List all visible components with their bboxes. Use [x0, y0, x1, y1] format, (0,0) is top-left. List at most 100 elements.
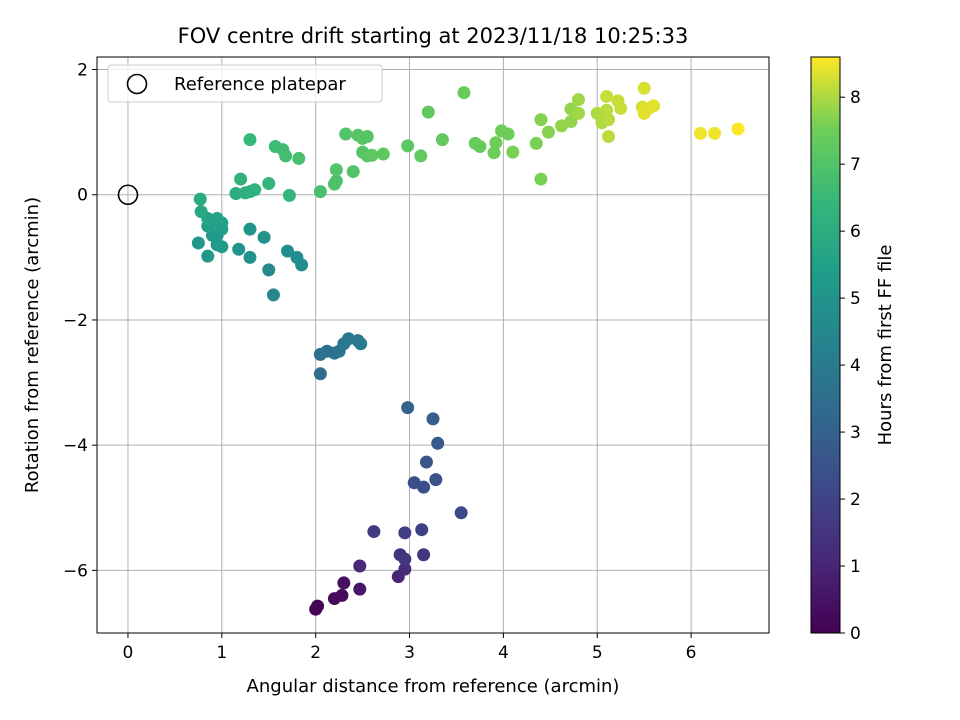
plot-points — [191, 81, 745, 616]
data-point — [337, 576, 351, 590]
x-tick-label: 5 — [592, 643, 603, 663]
legend-marker — [126, 73, 148, 95]
data-point — [529, 136, 543, 150]
data-point — [457, 86, 471, 100]
data-point — [353, 582, 367, 596]
data-point — [426, 412, 440, 426]
data-point — [415, 523, 429, 537]
x-tick-label: 3 — [404, 643, 415, 663]
x-tick-label: 1 — [216, 643, 227, 663]
data-point — [489, 136, 503, 150]
x-tick-label: 4 — [498, 643, 509, 663]
data-point — [191, 236, 205, 250]
data-point — [282, 188, 296, 202]
data-point — [501, 127, 515, 141]
data-point — [414, 149, 428, 163]
data-point — [346, 165, 360, 179]
data-point — [292, 151, 306, 165]
data-point — [354, 337, 368, 351]
data-point — [541, 125, 555, 139]
data-point — [311, 599, 325, 613]
colorbar-ticks: 0 1 2 3 4 5 6 7 8 — [840, 88, 861, 644]
data-point — [262, 176, 276, 190]
data-point — [339, 127, 353, 141]
colorbar: 0 1 2 3 4 5 6 7 8 Hours from first FF file — [810, 56, 896, 644]
data-point — [243, 133, 257, 147]
legend-box — [107, 64, 383, 103]
plot-frame — [96, 56, 770, 634]
data-point — [647, 99, 661, 113]
data-point — [473, 140, 487, 154]
data-point — [329, 174, 343, 188]
data-point — [534, 172, 548, 186]
x-axis-label: Angular distance from reference (arcmin) — [247, 676, 620, 697]
y-axis: −6 −4 −2 0 2 — [63, 61, 97, 581]
data-point — [279, 149, 293, 163]
data-point — [401, 139, 415, 153]
data-point — [571, 93, 585, 107]
data-point — [417, 480, 431, 494]
colorbar-tick-label: 4 — [850, 356, 861, 376]
y-axis-label: Rotation from reference (arcmin) — [22, 197, 43, 493]
data-point — [281, 244, 295, 258]
data-point — [419, 455, 433, 469]
data-point — [600, 89, 614, 103]
data-point — [243, 222, 257, 236]
data-point — [398, 562, 412, 576]
colorbar-tick-label: 7 — [850, 155, 861, 175]
data-point — [487, 146, 501, 160]
colorbar-tick-label: 5 — [850, 289, 861, 309]
data-point — [401, 401, 415, 415]
data-point — [295, 258, 309, 272]
colorbar-tick-label: 1 — [850, 557, 861, 577]
data-point — [417, 548, 431, 562]
colorbar-tick-label: 8 — [850, 88, 861, 108]
data-point — [398, 552, 412, 566]
data-point — [201, 249, 215, 263]
y-tick-label: −4 — [63, 436, 88, 456]
data-point — [257, 230, 271, 244]
y-tick-label: −2 — [63, 311, 88, 331]
data-point — [602, 113, 616, 127]
data-point — [232, 242, 246, 256]
colorbar-tick-label: 3 — [850, 423, 861, 443]
data-point — [571, 106, 585, 120]
data-point — [335, 588, 349, 602]
data-point — [506, 145, 520, 159]
data-point — [431, 436, 445, 450]
data-point — [248, 183, 262, 197]
x-axis: 0 1 2 3 4 5 6 — [123, 633, 697, 663]
x-tick-label: 6 — [686, 643, 697, 663]
data-point — [234, 172, 248, 186]
colorbar-label: Hours from first FF file — [875, 245, 896, 446]
colorbar-tick-label: 0 — [850, 624, 861, 644]
data-point — [708, 126, 722, 140]
data-point — [429, 473, 443, 487]
data-point — [243, 250, 257, 264]
x-tick-label: 2 — [310, 643, 321, 663]
colorbar-tick-label: 6 — [850, 222, 861, 242]
data-point — [210, 212, 224, 226]
data-point — [398, 526, 412, 540]
data-point — [602, 130, 616, 144]
data-point — [421, 105, 435, 119]
data-point — [534, 113, 548, 127]
data-point — [367, 525, 381, 539]
grid — [97, 57, 769, 633]
reference-marker — [117, 184, 139, 206]
colorbar-gradient — [810, 56, 841, 634]
data-point — [266, 288, 280, 302]
data-point — [353, 559, 367, 573]
data-point — [693, 126, 707, 140]
data-point — [215, 240, 229, 254]
y-tick-label: 0 — [77, 186, 88, 206]
x-tick-label: 0 — [123, 643, 134, 663]
data-point — [262, 263, 276, 277]
data-point — [313, 367, 327, 381]
data-point — [193, 192, 207, 206]
y-tick-label: 2 — [77, 61, 88, 81]
legend: Reference platepar — [107, 64, 383, 103]
data-point — [614, 101, 628, 115]
data-point — [194, 205, 208, 219]
data-point — [329, 163, 343, 177]
